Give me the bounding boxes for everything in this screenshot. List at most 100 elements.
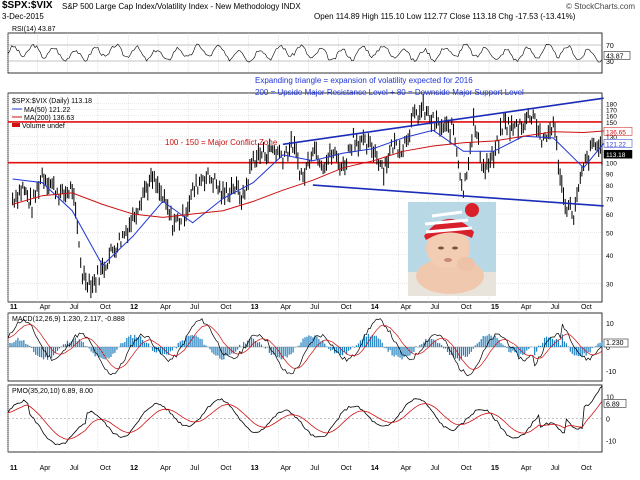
pmo-tick-10: 10	[606, 395, 614, 402]
pmo-tick-0: 0	[606, 417, 610, 424]
macd-signal-line	[7, 324, 603, 370]
x-tick-label: Apr	[401, 304, 413, 311]
x-tick-label-bottom: Jul	[70, 465, 79, 472]
x-tick-label-bottom: Jul	[430, 465, 439, 472]
x-tick-label-bottom: Oct	[100, 465, 111, 472]
price-y-tick: 130	[606, 134, 617, 141]
panel-frame-rsi	[7, 32, 603, 74]
x-tick-label: Jul	[430, 304, 439, 311]
price-last-value: 113.18	[606, 152, 626, 159]
x-tick-label: Apr	[280, 304, 292, 311]
price-y-tick: 100	[606, 161, 617, 168]
annotation-expanding-triangle: Expanding triangle = expansion of volati…	[255, 76, 473, 85]
x-tick-label-bottom: Oct	[220, 465, 231, 472]
x-tick-label-bottom: Apr	[521, 465, 533, 472]
x-tick-label: Oct	[341, 304, 352, 311]
pmo-signal-line	[7, 400, 603, 440]
pmo-tick-neg10: -10	[606, 439, 616, 446]
rsi-last-value-box	[603, 51, 631, 60]
price-last-value: 136.65	[606, 129, 626, 136]
x-tick-label: 14	[371, 304, 379, 311]
price-last-value-box	[603, 139, 633, 148]
x-tick-label-bottom: Apr	[40, 465, 52, 472]
annotation-levels: 200 = Upside Major Resistance Level + 80…	[255, 88, 524, 97]
x-tick-label: 12	[130, 304, 138, 311]
x-tick-label: Oct	[100, 304, 111, 311]
rsi-label: RSI(14) 43.87	[12, 26, 56, 33]
trendline-upper	[282, 97, 604, 146]
price-y-tick: 40	[606, 253, 614, 260]
x-tick-label-bottom: Apr	[401, 465, 413, 472]
x-tick-label-bottom: Oct	[461, 465, 472, 472]
rsi-line	[7, 43, 603, 63]
price-y-tick: 70	[606, 197, 614, 204]
pmo-last-value-box	[603, 399, 627, 408]
price-y-tick: 30	[606, 282, 614, 289]
rsi-tick-70: 70	[606, 43, 614, 50]
price-y-tick: 90	[606, 171, 614, 178]
x-tick-label: Apr	[160, 304, 172, 311]
price-y-tick: 160	[606, 113, 617, 120]
x-tick-label: Jul	[310, 304, 319, 311]
macd-last-value: 1.230	[606, 340, 624, 347]
x-tick-label-bottom: 12	[130, 465, 138, 472]
macd-line	[7, 318, 603, 377]
ma200-line	[12, 130, 604, 218]
macd-last-value-box	[603, 338, 629, 348]
x-tick-label: 15	[491, 304, 499, 311]
symbol-label: $SPX:$VIX	[2, 0, 53, 11]
annotation-conflict-zone: 100 - 150 = Major Conflict Zone	[165, 138, 278, 147]
ohlc-readout: Open 114.89 High 115.10 Low 112.77 Close…	[314, 12, 576, 21]
x-tick-label-bottom: 13	[251, 465, 259, 472]
x-tick-label-bottom: Oct	[581, 465, 592, 472]
x-tick-label-bottom: Jul	[551, 465, 560, 472]
price-y-tick: 60	[606, 212, 614, 219]
panel-frame-price	[7, 92, 603, 303]
legend-ma200: MA(200) 136.63	[24, 115, 74, 122]
x-tick-label: Apr	[521, 304, 533, 311]
x-tick-label: Jul	[551, 304, 560, 311]
trendline-lower	[312, 184, 604, 207]
price-last-value-box	[603, 149, 633, 159]
rsi-last-value: 43.87	[606, 53, 624, 60]
macd-tick-0: 0	[606, 345, 610, 352]
x-tick-label: Jul	[190, 304, 199, 311]
price-y-tick: 170	[606, 107, 617, 114]
symbol-description: S&P 500 Large Cap Index/Volatility Index…	[62, 2, 301, 11]
baby-photo	[408, 202, 496, 296]
pmo-last-value: 6.89	[606, 401, 620, 408]
x-tick-label-bottom: Jul	[310, 465, 319, 472]
x-tick-label: 13	[251, 304, 259, 311]
price-last-value: 121.22	[606, 141, 626, 148]
x-tick-label: Oct	[581, 304, 592, 311]
legend-ma50: MA(50) 121.22	[24, 107, 70, 114]
x-tick-label-bottom: Oct	[341, 465, 352, 472]
x-tick-label: Jul	[70, 304, 79, 311]
macd-tick-neg10: -10	[606, 369, 616, 376]
ma50-line	[12, 129, 604, 267]
x-tick-label-bottom: Apr	[160, 465, 172, 472]
price-y-tick: 180	[606, 102, 617, 109]
macd-label: MACD(12,26,9) 1.230, 2.117, -0.888	[12, 316, 125, 323]
x-tick-label-bottom: Apr	[280, 465, 292, 472]
x-tick-label-bottom: Jul	[190, 465, 199, 472]
price-panel-label: $SPX:$VIX (Daily) 113.18	[12, 98, 92, 105]
x-tick-label: 11	[10, 304, 18, 311]
brand-watermark: © StockCharts.com	[566, 2, 636, 11]
chart-date: 3-Dec-2015	[2, 12, 44, 21]
price-last-value-box	[603, 127, 633, 136]
x-tick-label-bottom: 11	[10, 465, 18, 472]
price-y-tick: 80	[606, 183, 614, 190]
legend-swatch-volume	[12, 123, 20, 127]
x-tick-label-bottom: 15	[491, 465, 499, 472]
pmo-label: PMO(35,20,10) 6.89, 8.00	[12, 388, 93, 395]
x-tick-label: Apr	[40, 304, 52, 311]
rsi-tick-30: 30	[606, 59, 614, 66]
legend-volume: Volume undef	[22, 123, 65, 130]
price-y-tick: 50	[606, 230, 614, 237]
pmo-line	[7, 385, 603, 446]
x-tick-label: Oct	[461, 304, 472, 311]
x-tick-label-bottom: 14	[371, 465, 379, 472]
price-y-tick: 150	[606, 120, 617, 127]
